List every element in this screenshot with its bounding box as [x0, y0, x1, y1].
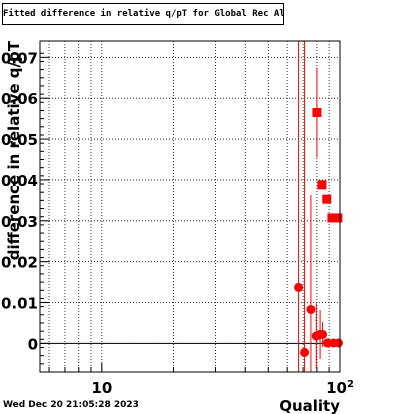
- chart-title: Fitted difference in relative q/pT for G…: [2, 3, 284, 25]
- y-tick-label: 0.04: [1, 172, 38, 190]
- data-point-circle: [322, 338, 332, 348]
- axes: [40, 52, 340, 372]
- data-point-square: [312, 108, 322, 118]
- data-point-circle: [333, 338, 343, 348]
- y-tick-label: 0.07: [1, 49, 38, 67]
- x-tick-label: 102: [326, 379, 354, 397]
- y-axis-label: difference in relative q/pT: [5, 40, 23, 260]
- y-tick-label: 0: [28, 335, 38, 353]
- timestamp: Wed Dec 20 21:05:28 2023: [3, 400, 139, 410]
- plot-frame: [39, 40, 341, 373]
- y-tick-label: 0.03: [1, 213, 38, 231]
- data-point-circle: [318, 329, 328, 339]
- y-tick-label: 0.01: [1, 295, 38, 313]
- data-point-square: [322, 194, 332, 204]
- x-tick-label: 10: [91, 379, 112, 397]
- y-tick-label: 0.05: [1, 131, 38, 149]
- tick-labels: 0 0.01 0.02 0.03 0.04 0.05 0.06 0.07 10 102: [1, 49, 354, 397]
- data-point-square: [333, 213, 343, 223]
- data-point-circle: [294, 282, 304, 292]
- y-tick-label: 0.02: [1, 254, 38, 272]
- data-point-square: [327, 213, 337, 223]
- x-axis-label: Quality: [279, 397, 340, 414]
- y-tick-label: 0.06: [1, 90, 38, 108]
- grid-lines: [40, 41, 340, 372]
- error-bars: [298, 41, 339, 372]
- data-markers: [294, 108, 343, 357]
- data-point-square: [317, 180, 327, 190]
- data-point-circle: [300, 347, 310, 357]
- data-point-circle: [306, 304, 316, 314]
